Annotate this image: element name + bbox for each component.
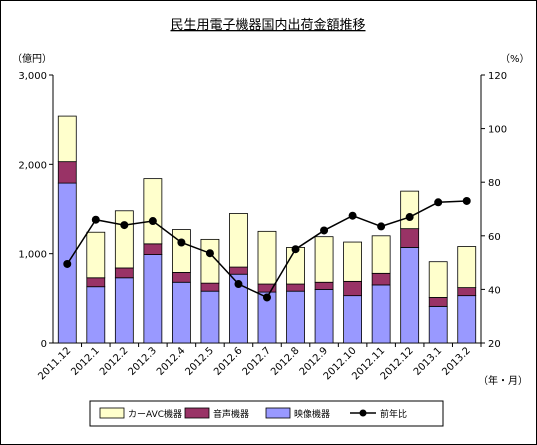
- bar-segment: [314, 281, 334, 290]
- right-axis-unit-label: （%）: [500, 53, 530, 65]
- bar-segment: [428, 305, 448, 344]
- x-tick-label: 2012.5: [184, 345, 217, 378]
- bar-segment: [171, 272, 191, 283]
- bar-segment: [57, 161, 77, 184]
- bar-segment: [200, 238, 220, 284]
- bar-segment: [343, 295, 363, 344]
- x-tick-label: 2012.8: [269, 345, 302, 378]
- legend-label: 映像機器: [294, 408, 330, 420]
- x-tick-label: 2011.12: [36, 345, 73, 382]
- left-tick-label: 3,000: [18, 71, 47, 82]
- bar-segment: [86, 277, 106, 288]
- bar-segment: [229, 213, 248, 268]
- legend-point-swatch: [359, 409, 367, 417]
- yoy-point: [434, 198, 443, 207]
- bar-segment: [371, 284, 391, 344]
- bar-segment: [343, 241, 363, 282]
- bar-segment: [257, 230, 277, 285]
- left-axis-unit-label: （億円）: [12, 52, 52, 65]
- bar-segment: [343, 280, 363, 297]
- x-axis-unit-label: （年・月）: [478, 374, 528, 387]
- legend-swatch: [265, 407, 291, 419]
- bar-segment: [143, 254, 163, 344]
- bar-segment: [400, 190, 420, 230]
- left-tick-label: 1,000: [18, 250, 47, 261]
- bar-segment: [114, 277, 134, 344]
- right-tick-label: 120: [488, 71, 507, 82]
- legend-swatch: [184, 407, 210, 419]
- left-tick-label: 0: [41, 339, 47, 350]
- bar-segment: [143, 243, 163, 255]
- yoy-point: [205, 249, 214, 258]
- bar-segment: [286, 290, 305, 344]
- legend-label: カーAVC機器: [128, 408, 182, 420]
- yoy-point: [234, 280, 243, 289]
- x-tick-label: 2012.6: [212, 345, 245, 378]
- yoy-point: [377, 222, 386, 231]
- bar-segment: [57, 115, 77, 163]
- bar-segment: [171, 281, 191, 344]
- yoy-point: [263, 293, 271, 302]
- bar-segment: [428, 261, 448, 298]
- yoy-point: [148, 217, 157, 226]
- x-tick-label: 2012.2: [98, 345, 131, 378]
- bar-segment: [428, 297, 448, 307]
- yoy-point: [348, 211, 357, 220]
- right-tick-label: 100: [488, 125, 507, 136]
- bar-segment: [457, 295, 477, 344]
- yoy-point: [291, 245, 300, 254]
- yoy-point: [120, 221, 129, 230]
- x-tick-label: 2012.7: [241, 345, 274, 378]
- bar-segment: [171, 229, 191, 273]
- legend-label: 音声機器: [213, 408, 249, 420]
- bar-segment: [200, 282, 220, 292]
- bar-segment: [457, 287, 477, 297]
- yoy-point: [177, 238, 186, 247]
- right-tick-label: 20: [488, 339, 501, 350]
- bar-segment: [86, 286, 106, 344]
- legend-swatch: [99, 407, 125, 419]
- bar-segment: [114, 267, 134, 279]
- bar-segment: [400, 247, 420, 344]
- bar-segment: [371, 272, 391, 286]
- yoy-point: [462, 196, 471, 205]
- bar-segment: [314, 236, 334, 283]
- bar-segment: [114, 210, 134, 269]
- right-tick-label: 40: [488, 285, 501, 296]
- bar-segment: [457, 246, 477, 289]
- bar-segment: [229, 266, 248, 275]
- chart-title: 民生用電子機器国内出荷金額推移: [170, 17, 365, 33]
- right-tick-label: 60: [488, 232, 501, 243]
- legend-label: 前年比: [380, 408, 407, 420]
- bar-segment: [200, 290, 220, 344]
- yoy-point: [91, 215, 100, 224]
- bar-segment: [286, 283, 305, 292]
- yoy-point: [320, 226, 329, 235]
- x-tick-label: 2012.4: [155, 345, 188, 378]
- x-tick-label: 2012.3: [126, 345, 159, 378]
- right-tick-label: 80: [488, 178, 501, 189]
- bar-segment: [400, 228, 420, 248]
- bar-segment: [86, 231, 106, 279]
- x-tick-label: 2012.1: [69, 345, 102, 378]
- bar-segment: [143, 178, 163, 245]
- yoy-point: [63, 259, 72, 268]
- x-tick-label: 2013.1: [412, 345, 445, 378]
- x-tick-label: 2013.2: [440, 345, 473, 378]
- left-tick-label: 2,000: [18, 160, 47, 171]
- bar-segment: [314, 288, 334, 344]
- yoy-point: [405, 213, 414, 222]
- bar-segment: [371, 235, 391, 274]
